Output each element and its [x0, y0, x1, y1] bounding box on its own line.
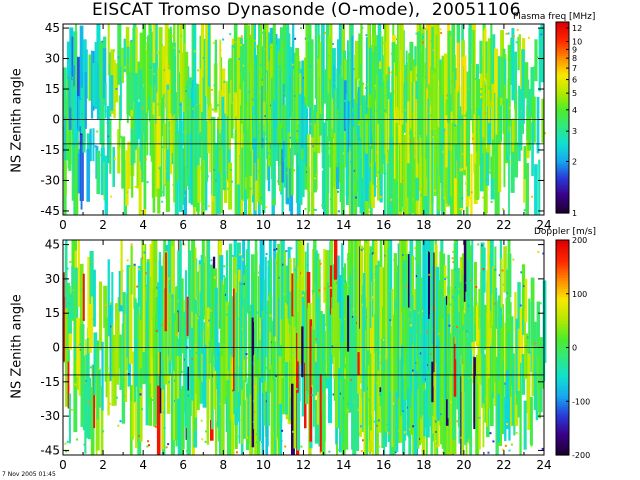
y-tick-label: 15 [45, 306, 60, 320]
x-tick-label: 2 [99, 458, 107, 472]
x-tick-label: 20 [456, 458, 471, 472]
y-tick-label: -30 [40, 409, 60, 423]
y-tick-label: 30 [45, 272, 60, 286]
y-tick-label: 0 [52, 341, 60, 355]
colorbar-title-plasma-freq: Plasma freq [MHz] [513, 12, 596, 22]
y-tick-label: -15 [40, 375, 60, 389]
y-tick-label: 15 [45, 82, 60, 96]
x-tick-label: 10 [256, 458, 271, 472]
y-axis-label-bottom: NS Zenith angle [9, 294, 25, 399]
x-tick-label: 24 [536, 218, 551, 232]
colorbar-frame-1 [555, 21, 570, 214]
colorbar-tick-label: 100 [572, 290, 587, 299]
colorbar-tick-label: 4 [572, 106, 577, 115]
x-tick-label: 12 [296, 458, 311, 472]
y-tick-label: -15 [40, 143, 60, 157]
colorbar-title-doppler: Doppler [m/s] [534, 227, 596, 237]
x-tick-label: 22 [496, 458, 511, 472]
x-tick-label: 20 [456, 218, 471, 232]
x-tick-label: 4 [139, 218, 147, 232]
colorbar-tick-label: 2 [572, 157, 577, 166]
x-tick-label: 18 [416, 218, 431, 232]
x-tick-label: 4 [139, 458, 147, 472]
y-tick-label: 45 [45, 21, 60, 35]
y-tick-label: 45 [45, 238, 60, 252]
colorbar-2 [556, 240, 569, 456]
x-tick-label: 12 [296, 218, 311, 232]
colorbar-tick-label: 5 [572, 89, 577, 98]
x-tick-label: 24 [536, 458, 551, 472]
x-tick-label: 18 [416, 458, 431, 472]
colorbar-tick-label: 200 [572, 236, 587, 245]
y-tick-label: 0 [52, 113, 60, 127]
heatmap-layer-2 [63, 240, 547, 455]
x-tick-label: 14 [336, 458, 351, 472]
colorbar-tick-label: 10 [572, 38, 582, 47]
x-tick-label: 0 [59, 218, 67, 232]
y-tick-label: -45 [40, 204, 60, 218]
chart-title: EISCAT Tromso Dynasonde (O-mode), 200511… [92, 0, 521, 20]
colorbar-tick-label: -100 [572, 397, 590, 406]
x-tick-label: 0 [59, 458, 67, 472]
heatmap-layer-1 [62, 24, 546, 215]
colorbar-tick-label: 1 [572, 209, 577, 218]
y-axis-label-top: NS Zenith angle [9, 68, 25, 173]
colorbar-tick-label: 0 [572, 344, 577, 353]
colorbar-tick-label: 6 [572, 76, 577, 85]
x-tick-label: 22 [496, 218, 511, 232]
x-tick-label: 6 [179, 458, 187, 472]
colorbar-tick-label: 3 [572, 127, 577, 136]
x-tick-label: 2 [99, 218, 107, 232]
y-tick-label: 30 [45, 52, 60, 66]
timestamp-stamp: 7 Nov 2005 01:45 [2, 471, 56, 478]
y-tick-label: -45 [40, 443, 60, 457]
x-tick-label: 8 [220, 218, 228, 232]
colorbar-tick-label: 12 [572, 24, 582, 33]
colorbar-tick-label: 7 [572, 64, 577, 73]
x-tick-label: 14 [336, 218, 351, 232]
x-tick-label: 16 [376, 218, 391, 232]
colorbar-1 [556, 22, 569, 214]
colorbar-tick-label: -200 [572, 451, 590, 460]
x-tick-label: 10 [256, 218, 271, 232]
x-tick-label: 16 [376, 458, 391, 472]
x-tick-label: 8 [220, 458, 228, 472]
x-tick-label: 6 [179, 218, 187, 232]
y-tick-label: -30 [40, 173, 60, 187]
colorbar-tick-label: 8 [572, 54, 577, 63]
colorbar-tick-label: 9 [572, 45, 577, 54]
